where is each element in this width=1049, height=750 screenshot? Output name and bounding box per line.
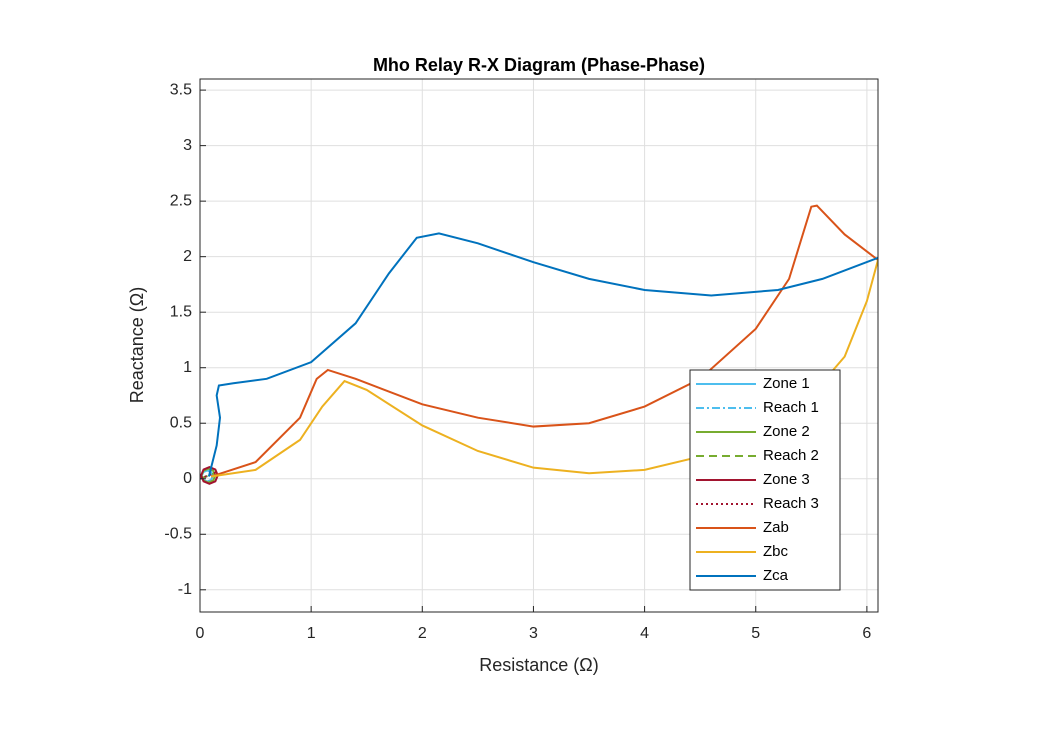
x-tick-label: 4 [640,625,649,642]
x-tick-label: 6 [862,625,871,642]
legend: Zone 1 Reach 1 Zone 2 Reach 2 Zone 3 Reach 3 Z… [689,369,841,591]
y-tick-label: 3.5 [170,81,192,98]
y-tick-label: 0 [183,470,192,487]
y-axis-label: Reactance (Ω) [127,287,147,404]
legend-label: Reach 2 [763,447,819,464]
ticks: 0 1 2 3 4 5 6 -1 -0.5 0 0.5 1 1.5 2 2.5 3 3.5 [164,81,871,642]
y-tick-label: -0.5 [164,525,192,542]
y-tick-label: 0.5 [170,414,192,431]
x-tick-label: 3 [529,625,538,642]
legend-label: Zone 2 [763,423,810,440]
y-tick-label: 3 [183,137,192,154]
x-tick-label: 1 [307,625,316,642]
y-tick-label: 2.5 [170,192,192,209]
legend-label: Zone 3 [763,471,810,488]
series-line [207,232,878,477]
axes-box [199,78,879,613]
x-tick-label: 0 [196,625,205,642]
legend-label: Zab [763,519,789,536]
y-tick-label: -1 [178,581,192,598]
legend-label: Reach 1 [763,399,819,416]
x-axis-label: Resistance (Ω) [479,655,599,675]
y-tick-label: 1.5 [170,303,192,320]
legend-label: Zbc [763,543,789,560]
legend-label: Zca [763,567,789,584]
chart-title: Mho Relay R-X Diagram (Phase-Phase) [373,55,705,75]
legend-label: Reach 3 [763,495,819,512]
legend-label: Zone 1 [763,375,810,392]
x-tick-label: 2 [418,625,427,642]
y-tick-label: 1 [183,359,192,376]
series-line [200,466,219,485]
series-line [210,204,878,478]
y-tick-label: 2 [183,248,192,265]
x-tick-label: 5 [751,625,760,642]
